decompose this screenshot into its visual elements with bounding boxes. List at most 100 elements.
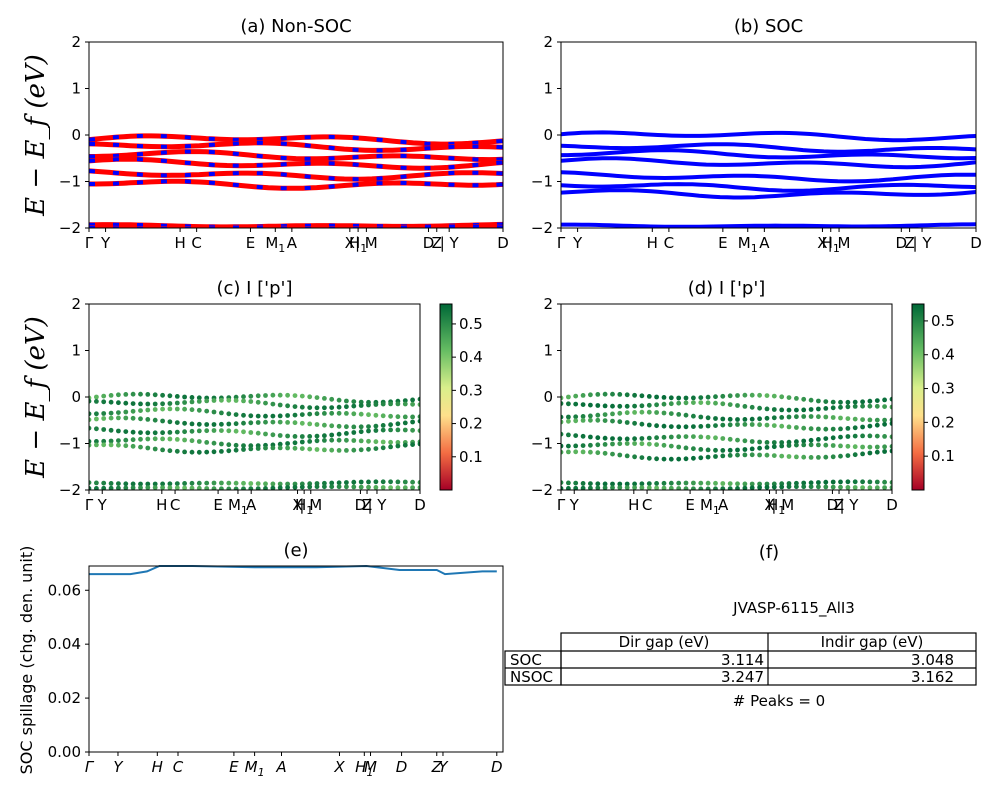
band-point	[145, 392, 151, 397]
band-point	[639, 441, 645, 447]
band-point	[808, 407, 814, 412]
colorbar-tick-label: 0.2	[459, 415, 483, 433]
band-point	[366, 402, 371, 408]
band-point	[889, 485, 892, 490]
band-point	[241, 412, 246, 418]
colorbar-tick-label: 0.4	[931, 346, 955, 364]
band-point	[786, 424, 792, 430]
band-point	[727, 402, 733, 407]
band-point	[801, 407, 807, 413]
x-tick-label: | Y	[367, 496, 387, 514]
band-point	[329, 410, 335, 416]
band-point	[720, 453, 726, 459]
band-point	[380, 445, 386, 451]
band-point	[395, 443, 401, 449]
band-point	[189, 480, 195, 486]
band-point	[89, 442, 92, 448]
band-point	[189, 421, 195, 427]
band-point	[255, 486, 261, 490]
band-point	[764, 406, 770, 412]
band-point	[373, 412, 379, 418]
band-point	[329, 423, 335, 429]
band-point	[580, 393, 586, 398]
band-point	[639, 393, 645, 399]
band-point	[661, 442, 667, 448]
band-point	[691, 455, 696, 461]
band-point	[661, 480, 667, 486]
band-point	[167, 436, 173, 442]
band-point	[167, 448, 173, 454]
band-point	[661, 456, 667, 462]
band-point	[654, 456, 659, 462]
band-point	[138, 416, 143, 422]
band-point	[713, 400, 718, 406]
y-tick-label: −2	[59, 219, 81, 237]
band-point	[285, 481, 290, 487]
band-point	[160, 436, 166, 442]
band-point	[322, 411, 327, 416]
band-point	[108, 399, 114, 405]
band-point	[889, 396, 892, 402]
band-point	[808, 414, 814, 419]
band-point	[561, 419, 564, 425]
band-point	[742, 452, 748, 458]
band-point	[94, 411, 99, 417]
band-point	[749, 446, 755, 452]
band-point	[794, 396, 799, 401]
band-point	[152, 392, 158, 398]
band-point	[646, 394, 652, 399]
band-point	[380, 439, 386, 445]
band-point	[241, 443, 246, 448]
x-tick-label: Γ	[85, 496, 94, 514]
panel-title: (a) Non-SOC	[240, 16, 351, 37]
band-point	[668, 411, 674, 416]
band-point	[816, 414, 821, 420]
band-point	[196, 449, 202, 455]
band-point	[676, 400, 682, 406]
band-point	[299, 446, 305, 451]
band-point	[845, 434, 851, 439]
band-point	[610, 436, 615, 441]
band-point	[130, 391, 136, 397]
band-point	[580, 418, 586, 423]
band-point	[874, 422, 880, 428]
x-tick-label: A	[246, 496, 257, 514]
band-point	[226, 480, 232, 486]
x-tick-label: | M	[828, 234, 851, 252]
band-point	[561, 395, 564, 401]
band-point	[610, 441, 615, 447]
band-point	[292, 412, 298, 418]
band-point	[196, 428, 202, 434]
band-point	[823, 479, 829, 485]
x-tick-label: X	[345, 234, 355, 252]
band-point	[602, 412, 608, 417]
band-point	[285, 420, 290, 425]
band-point	[874, 398, 880, 403]
band-point	[573, 443, 579, 449]
y-tick-label: 1	[543, 342, 553, 360]
x-tick-label: D	[970, 234, 982, 252]
band-point	[329, 480, 335, 486]
band-point	[794, 484, 799, 490]
band-point	[794, 439, 799, 445]
band-point	[152, 436, 158, 442]
band-point	[314, 447, 320, 452]
plot-frame	[88, 41, 504, 229]
band-point	[145, 401, 151, 407]
band-point	[344, 404, 349, 410]
band-point	[270, 481, 276, 487]
band-point	[580, 443, 586, 448]
band-point	[632, 410, 637, 415]
band-point	[94, 439, 99, 444]
band-point	[219, 421, 224, 427]
band-point	[241, 394, 246, 400]
band-point	[852, 444, 858, 450]
band-point	[874, 485, 880, 490]
band-point	[344, 424, 349, 430]
band-point	[270, 485, 276, 490]
ylabel-energy-text: E − E_f (eV)	[21, 316, 51, 479]
band-point	[160, 401, 166, 407]
band-point	[366, 446, 371, 452]
band-point	[373, 423, 379, 429]
band-point	[610, 481, 615, 487]
